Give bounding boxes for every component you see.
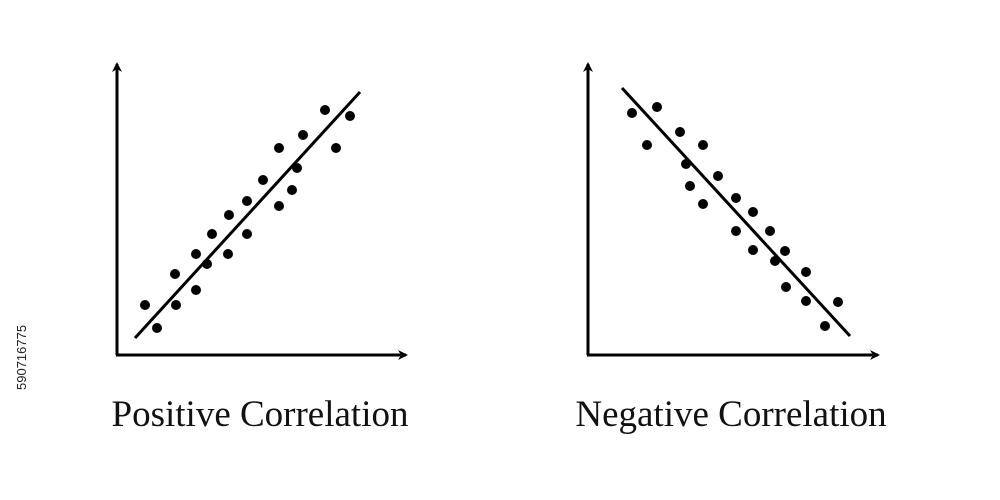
dots (627, 102, 843, 331)
trend-line (133, 90, 362, 340)
positive-plot: Positive Correlation (112, 62, 409, 435)
plot-label: Negative Correlation (575, 394, 886, 435)
plot-label: Positive Correlation (112, 394, 409, 435)
side-id: 590716775 (14, 325, 29, 390)
dots (140, 105, 355, 333)
trend-line (620, 86, 852, 338)
negative-plot: Negative Correlation (575, 62, 887, 435)
